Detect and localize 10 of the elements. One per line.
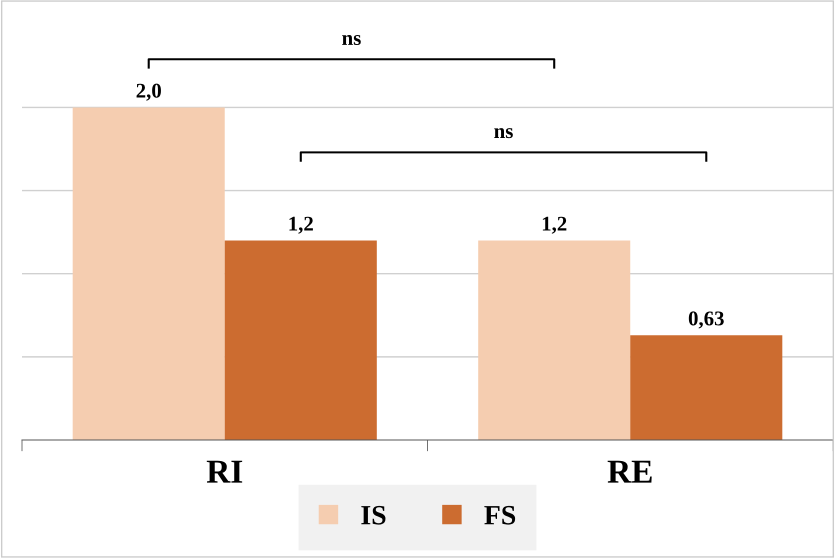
data-label: 1,2 [289, 216, 313, 234]
data-label: 0,63 [688, 311, 724, 328]
text: ns [342, 35, 361, 46]
x-tick-label: RE [608, 460, 652, 483]
annotation: ns [494, 128, 513, 138]
x-tick-label: RI [206, 460, 242, 483]
legend-label: IS [361, 506, 386, 525]
data-label: 2,0 [136, 84, 161, 101]
data-label: 1,2 [542, 216, 566, 234]
legend-label: FS [484, 506, 516, 525]
